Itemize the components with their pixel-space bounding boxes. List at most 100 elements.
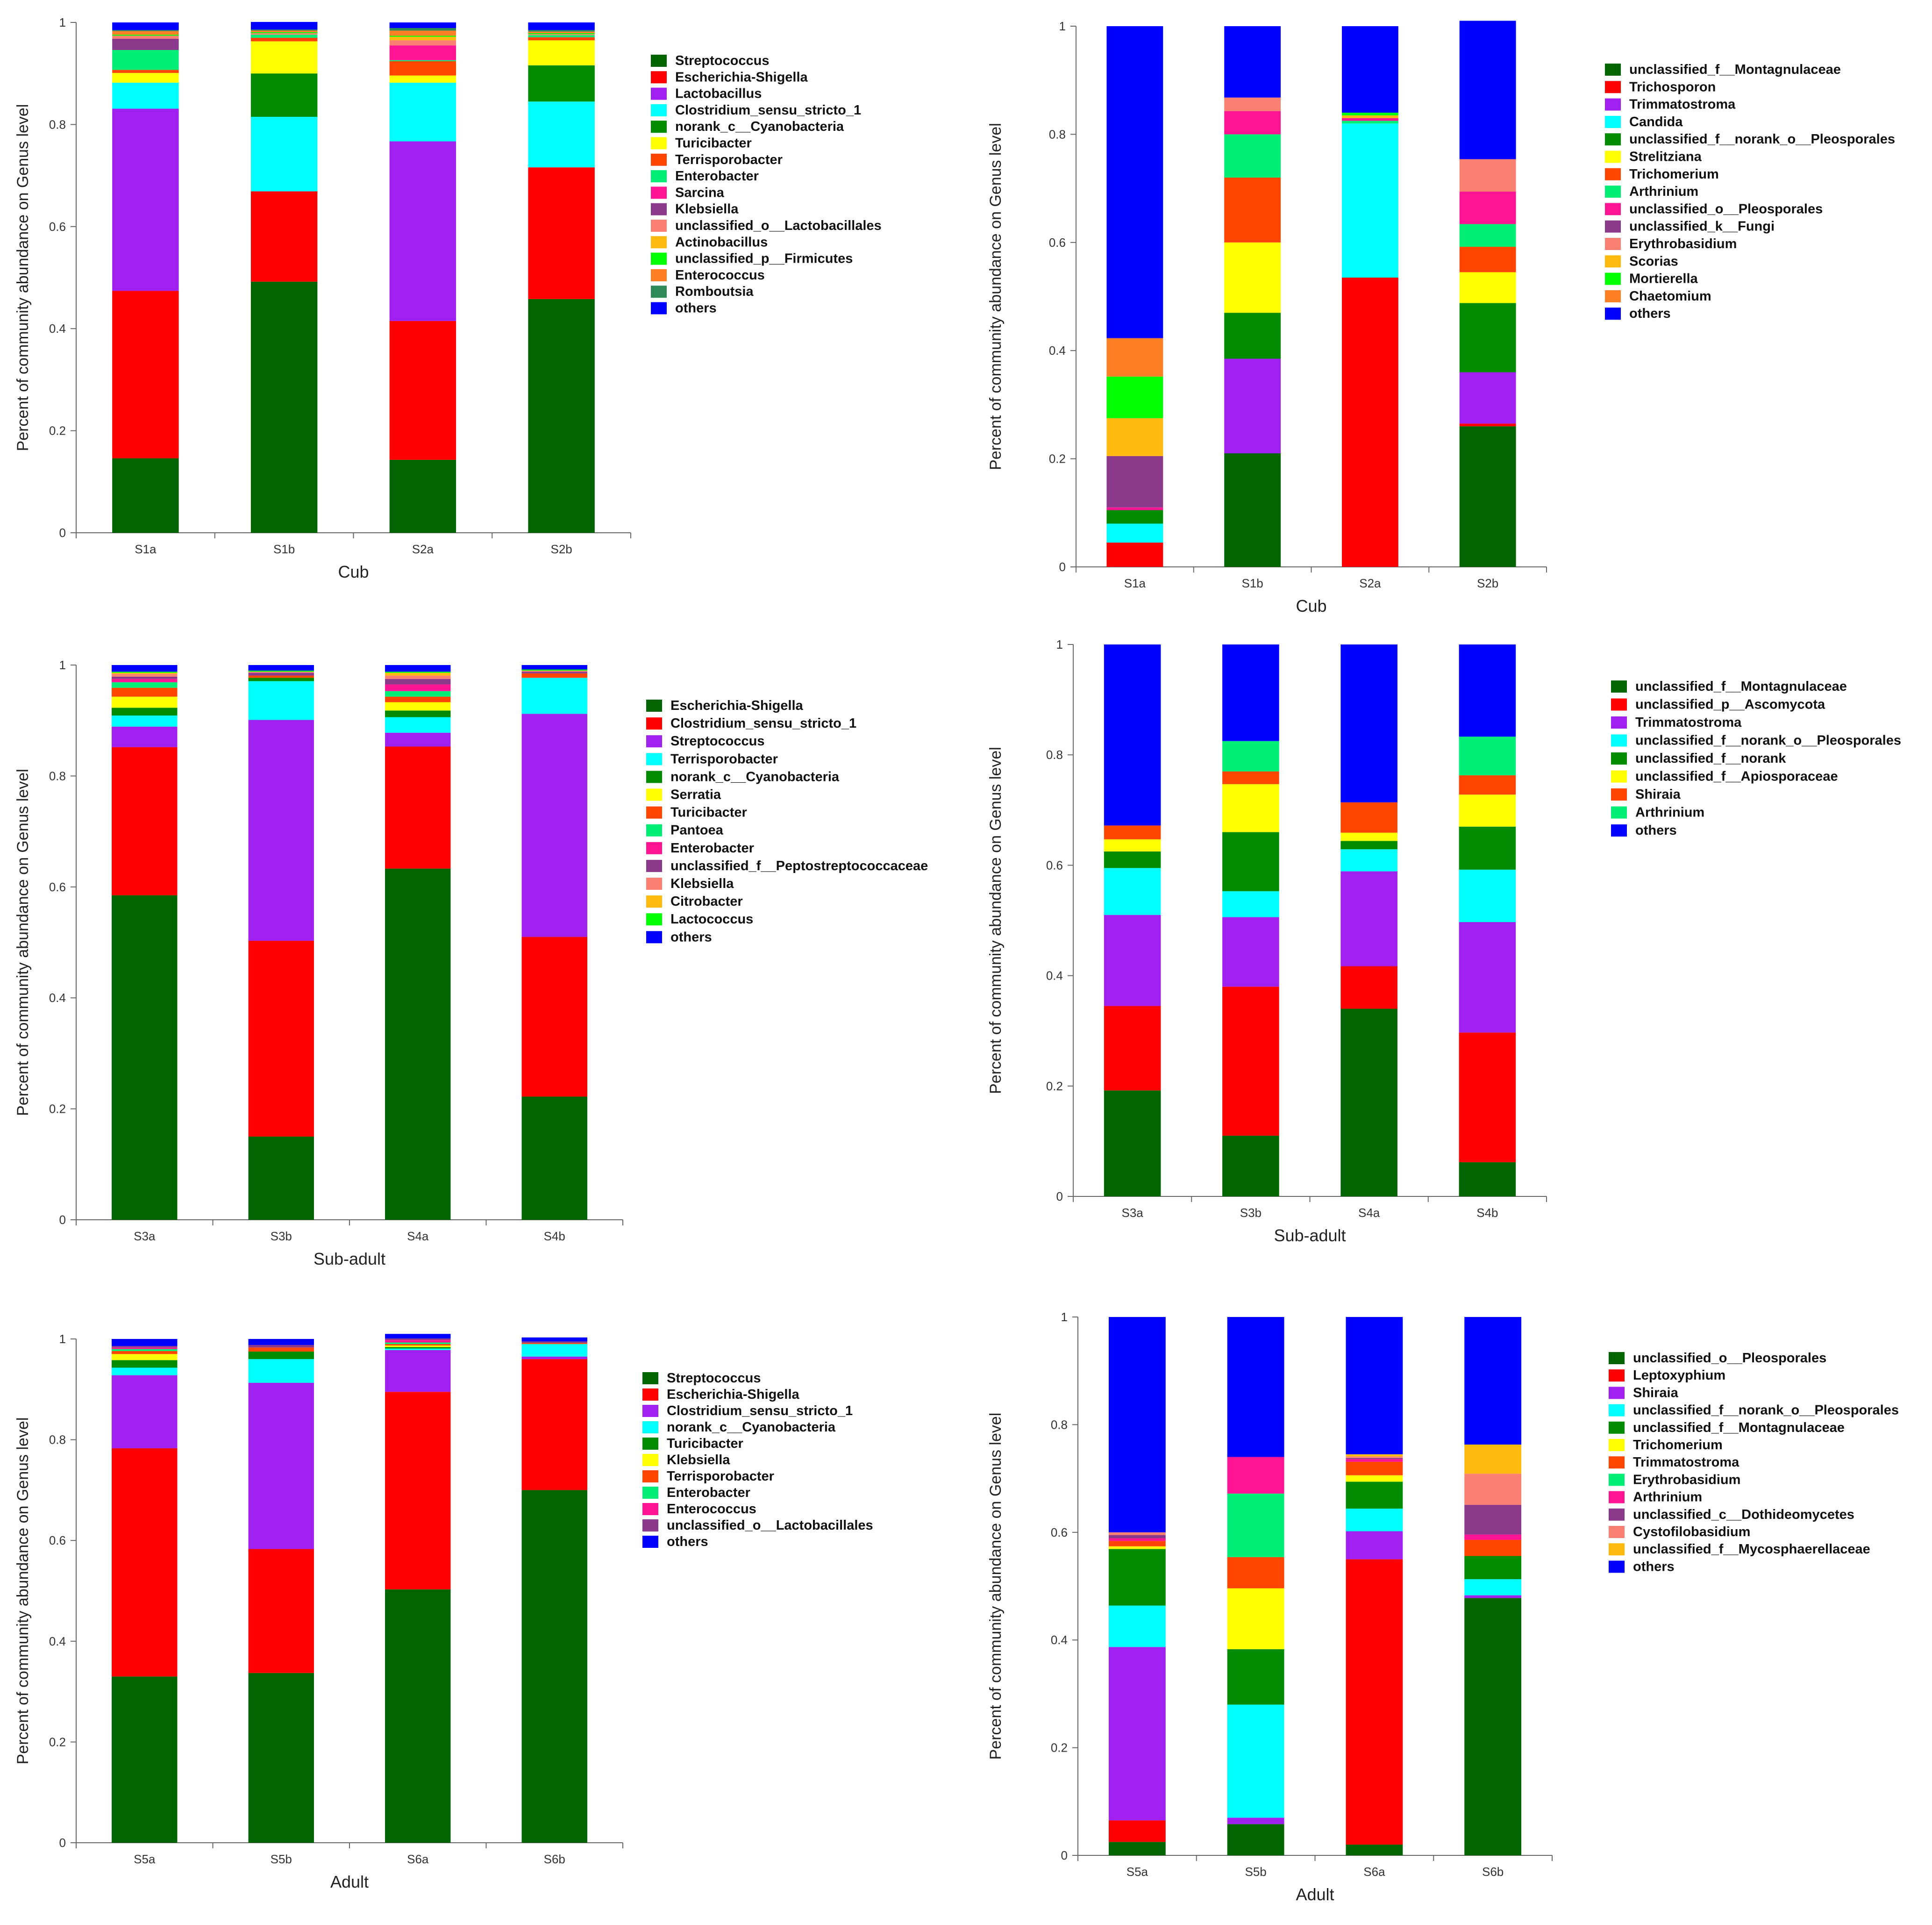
bar-segment xyxy=(112,22,179,30)
bar-segment xyxy=(112,82,179,109)
bar-segment xyxy=(1459,303,1516,372)
bar-segment xyxy=(1464,1579,1522,1596)
legend-swatch xyxy=(651,71,667,84)
legend-swatch xyxy=(642,1470,658,1482)
legend-swatch xyxy=(1605,203,1621,215)
bar-segment xyxy=(385,732,451,747)
bar-segment xyxy=(1106,418,1163,456)
bar-segment xyxy=(248,675,314,678)
legend-label: Enterobacter xyxy=(667,1485,750,1500)
legend-label: unclassified_f__Montagnulaceae xyxy=(1629,62,1841,77)
legend-label: others xyxy=(675,301,717,316)
legend-label: others xyxy=(667,1534,708,1549)
bar-segment xyxy=(112,108,179,291)
bar-segment xyxy=(385,1392,451,1589)
bar-segment xyxy=(1459,247,1516,272)
bar-segment xyxy=(389,30,456,36)
legend-swatch xyxy=(642,1388,658,1401)
legend-swatch xyxy=(1605,272,1621,285)
bar-segment xyxy=(112,1367,178,1375)
x-axis-title: Cub xyxy=(338,562,369,581)
bar-segment xyxy=(521,669,587,671)
legend-swatch xyxy=(1609,1369,1625,1382)
legend-label: Turicibacter xyxy=(667,1436,743,1451)
bar-segment xyxy=(112,38,179,50)
y-tick-label: 0.4 xyxy=(49,322,66,336)
bar-segment xyxy=(521,1341,587,1343)
bar-segment xyxy=(1227,1649,1284,1705)
legend-swatch xyxy=(1609,1560,1625,1573)
legend-swatch xyxy=(651,153,667,166)
legend-label: unclassified_f__norank xyxy=(1635,751,1786,766)
y-tick-label: 0 xyxy=(59,1836,66,1850)
legend-label: Escherichia-Shigella xyxy=(675,70,808,85)
legend-label: others xyxy=(1629,306,1671,321)
legend-swatch xyxy=(1605,150,1621,163)
legend-label: Klebsiella xyxy=(667,1453,730,1467)
bar-segment xyxy=(112,1354,178,1360)
legend-label: unclassified_f__norank_o__Pleosporales xyxy=(1635,733,1901,748)
bar-segment xyxy=(1224,453,1281,567)
bar-segment xyxy=(1341,26,1398,113)
legend-swatch xyxy=(651,252,667,265)
bar-segment xyxy=(389,40,456,46)
legend-swatch xyxy=(646,931,662,944)
legend-swatch xyxy=(646,895,662,908)
legend-swatch xyxy=(642,1487,658,1499)
bar-segment xyxy=(1227,1818,1284,1825)
bar-segment xyxy=(1459,423,1516,427)
legend-swatch xyxy=(1611,698,1627,711)
y-tick-label: 0.2 xyxy=(1049,452,1066,466)
bar-segment xyxy=(1459,775,1516,795)
x-tick-label: S5a xyxy=(1126,1865,1148,1879)
legend-swatch xyxy=(646,806,662,819)
bar-segment xyxy=(1222,1136,1279,1196)
bar-segment xyxy=(1224,242,1281,313)
bar-segment xyxy=(250,73,318,117)
bar-segment xyxy=(1464,1556,1522,1580)
bar-segment xyxy=(1104,851,1161,868)
bar-segment xyxy=(1227,1317,1284,1457)
legend-label: Strelitziana xyxy=(1629,150,1702,165)
legend-label: Citrobacter xyxy=(670,894,743,909)
bar-segment xyxy=(112,30,179,31)
legend-label: Erythrobasidium xyxy=(1633,1472,1740,1487)
legend-swatch xyxy=(1611,770,1627,783)
bar-segment xyxy=(1341,115,1398,118)
legend-label: Candida xyxy=(1629,114,1683,129)
bar-segment xyxy=(389,459,456,533)
bar-segment xyxy=(112,36,179,39)
bar-segment xyxy=(528,30,595,32)
y-tick-label: 1 xyxy=(1061,1310,1068,1324)
bar-segment xyxy=(1106,523,1163,543)
bar-segment xyxy=(528,35,595,37)
bar-segment xyxy=(250,117,318,192)
legend-swatch xyxy=(642,1519,658,1531)
bar-segment xyxy=(248,670,314,672)
bar-segment xyxy=(1459,372,1516,424)
legend-swatch xyxy=(1605,98,1621,111)
legend-label: unclassified_k__Fungi xyxy=(1629,219,1775,234)
y-tick-label: 0.6 xyxy=(1049,236,1066,250)
bar-segment xyxy=(1222,644,1279,741)
legend-label: Arthrinium xyxy=(1635,805,1704,820)
bar-segment xyxy=(1224,177,1281,243)
bar-segment xyxy=(385,665,451,672)
bar-segment xyxy=(112,708,178,716)
legend-swatch xyxy=(646,717,662,730)
bar-segment xyxy=(112,895,178,1220)
bar-segment xyxy=(112,1346,178,1348)
y-axis-title: Percent of community abundance on Genus … xyxy=(987,123,1005,470)
bar-segment xyxy=(389,82,456,142)
bar-segment xyxy=(112,673,178,677)
bar-segment xyxy=(385,675,451,679)
bar-segment xyxy=(1104,1090,1161,1196)
bar-segment xyxy=(1224,358,1281,454)
legend-swatch xyxy=(1605,220,1621,233)
y-axis-title: Percent of community abundance on Genus … xyxy=(987,1413,1005,1760)
legend-swatch xyxy=(1609,1421,1625,1434)
bar-segment xyxy=(1459,922,1516,1033)
bar-segment xyxy=(112,1360,178,1368)
bar-segment xyxy=(1224,97,1281,111)
